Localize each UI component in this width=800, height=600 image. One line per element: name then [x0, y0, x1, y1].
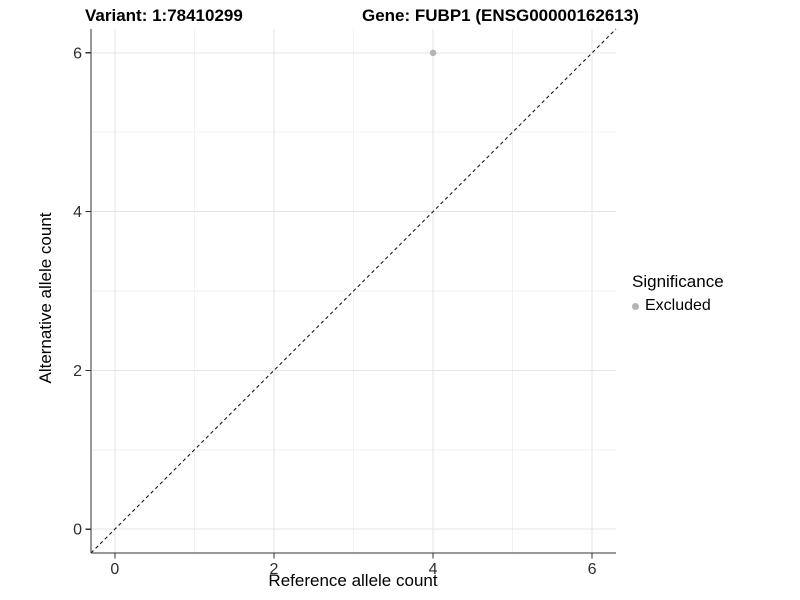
x-tick-label: 2: [270, 561, 279, 578]
x-axis-title: Reference allele count: [268, 571, 438, 590]
legend-item-excluded: Excluded: [632, 297, 724, 315]
x-tick-label: 0: [110, 561, 119, 578]
gene-title: Gene: FUBP1 (ENSG00000162613): [362, 6, 639, 25]
legend-title: Significance: [632, 272, 724, 291]
identity-line: [90, 28, 617, 554]
y-axis-title: Alternative allele count: [36, 212, 55, 384]
x-tick-label: 4: [429, 561, 438, 578]
y-tick-label: 4: [73, 204, 82, 221]
x-tick-label: 6: [588, 561, 597, 578]
y-tick-label: 0: [73, 522, 82, 539]
legend: Significance Excluded: [632, 272, 724, 315]
variant-title: Variant: 1:78410299: [85, 6, 243, 25]
y-tick-label: 2: [73, 363, 82, 380]
y-tick-label: 6: [73, 45, 82, 62]
legend-point-icon: [632, 302, 639, 310]
legend-item-label: Excluded: [645, 297, 711, 314]
data-point: [429, 49, 437, 57]
